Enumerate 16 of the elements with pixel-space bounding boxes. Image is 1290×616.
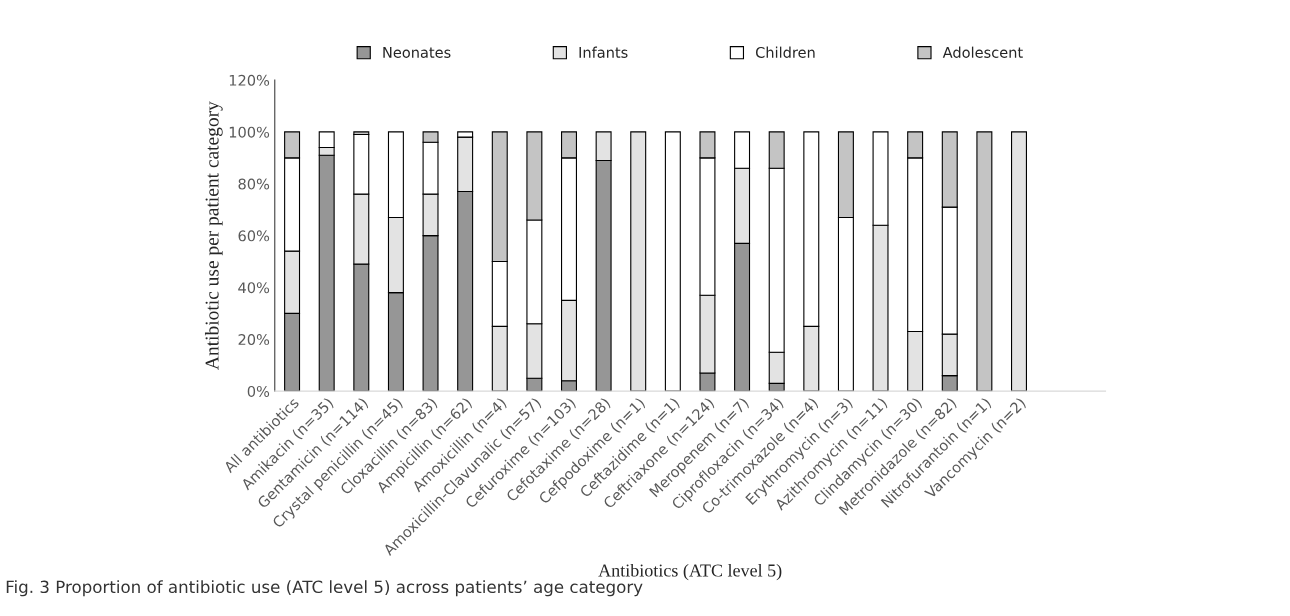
legend-label: Adolescent (942, 46, 1023, 58)
legend-label: Neonates (383, 47, 451, 58)
legend-label: Infants (579, 46, 628, 58)
y-axis-title: Antibiotic use per patient category (204, 101, 223, 370)
y-tick-label: 120% (229, 74, 270, 86)
y-tick-label: 40% (238, 282, 270, 294)
y-tick-label: 100% (229, 126, 270, 138)
bar (976, 131, 993, 392)
legend-label: Children (755, 46, 815, 58)
y-tick-label: 20% (238, 334, 270, 346)
bar (664, 131, 681, 392)
x-axis-title: Antibiotics (ATC level 5) (598, 563, 782, 581)
y-tick-label: 0% (247, 385, 270, 397)
caption: Fig. 3 Proportion of antibiotic use (ATC level 5) across patients’ age category (6, 580, 643, 597)
y-tick-label: 60% (238, 230, 270, 242)
y-tick-label: 80% (238, 178, 270, 190)
